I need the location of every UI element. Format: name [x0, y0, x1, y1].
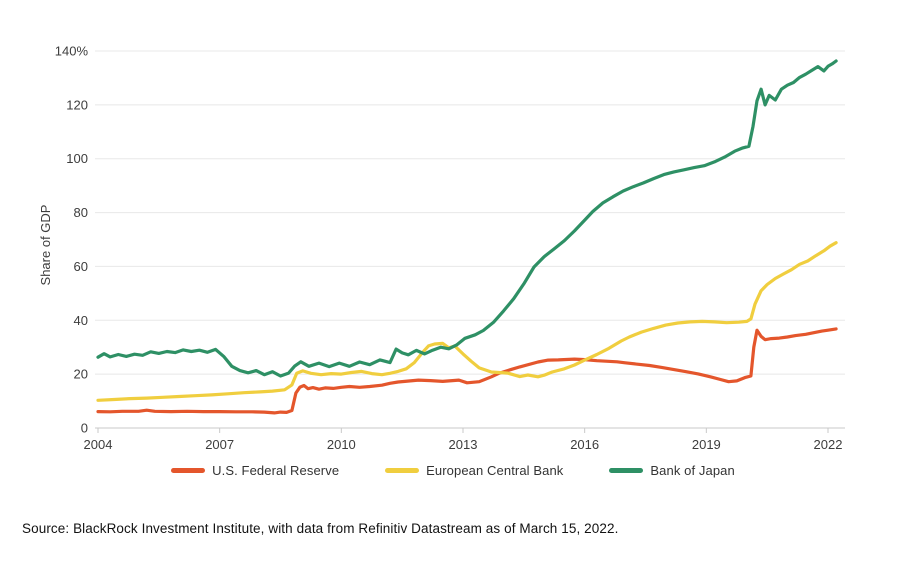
legend-swatch-icon: [609, 468, 644, 473]
series-line-u-s-federal-reserve: [96, 327, 838, 415]
y-axis-tick-label: 80: [74, 205, 88, 220]
legend-item-european-central-bank: European Central Bank: [385, 463, 563, 478]
series-line-bank-of-japan: [96, 59, 838, 378]
y-axis-tick-label: 20: [74, 367, 88, 382]
y-axis-tick-label: 140%: [55, 44, 89, 59]
balance-sheet-chart: 0 20 40 60 80 100 120 140% 2004 2007 2010 2013 2016 2…: [38, 44, 845, 453]
y-axis-tick-label: 60: [74, 259, 88, 274]
axis-labels-group: 0 20 40 60 80 100 120 140% 2004 2007 2010 2013 2016 2…: [55, 44, 843, 453]
chart-legend: U.S. Federal Reserve European Central Ban…: [0, 463, 906, 478]
x-axis-tick-label: 2019: [692, 437, 721, 452]
chart-canvas: 0 20 40 60 80 100 120 140% 2004 2007 2010 2013 2016 2…: [38, 44, 845, 453]
x-axis-tick-label: 2022: [814, 437, 843, 452]
x-axis-tick-label: 2007: [205, 437, 234, 452]
x-axis-tick-label: 2004: [84, 437, 113, 452]
y-axis-tick-label: 0: [81, 421, 88, 436]
x-axis-tick-label: 2010: [327, 437, 356, 452]
legend-swatch-icon: [385, 468, 420, 473]
gridlines-group: [95, 50, 845, 433]
legend-swatch-icon: [171, 468, 206, 473]
series-lines-group: [96, 59, 838, 415]
y-axis-tick-label: 100: [66, 151, 88, 166]
legend-label: European Central Bank: [426, 463, 564, 478]
x-axis-tick-label: 2013: [449, 437, 478, 452]
x-axis-tick-label: 2016: [570, 437, 599, 452]
legend-item-bank-of-japan: Bank of Japan: [609, 463, 735, 478]
y-axis-tick-label: 120: [66, 97, 88, 112]
legend-label: U.S. Federal Reserve: [212, 463, 340, 478]
series-line-european-central-bank: [96, 241, 838, 402]
legend-label: Bank of Japan: [650, 463, 735, 478]
y-axis-title: Share of GDP: [38, 205, 53, 286]
y-axis-tick-label: 40: [74, 313, 88, 328]
source-note: Source: BlackRock Investment Institute, …: [22, 521, 619, 536]
legend-item-u-s-federal-reserve: U.S. Federal Reserve: [171, 463, 339, 478]
